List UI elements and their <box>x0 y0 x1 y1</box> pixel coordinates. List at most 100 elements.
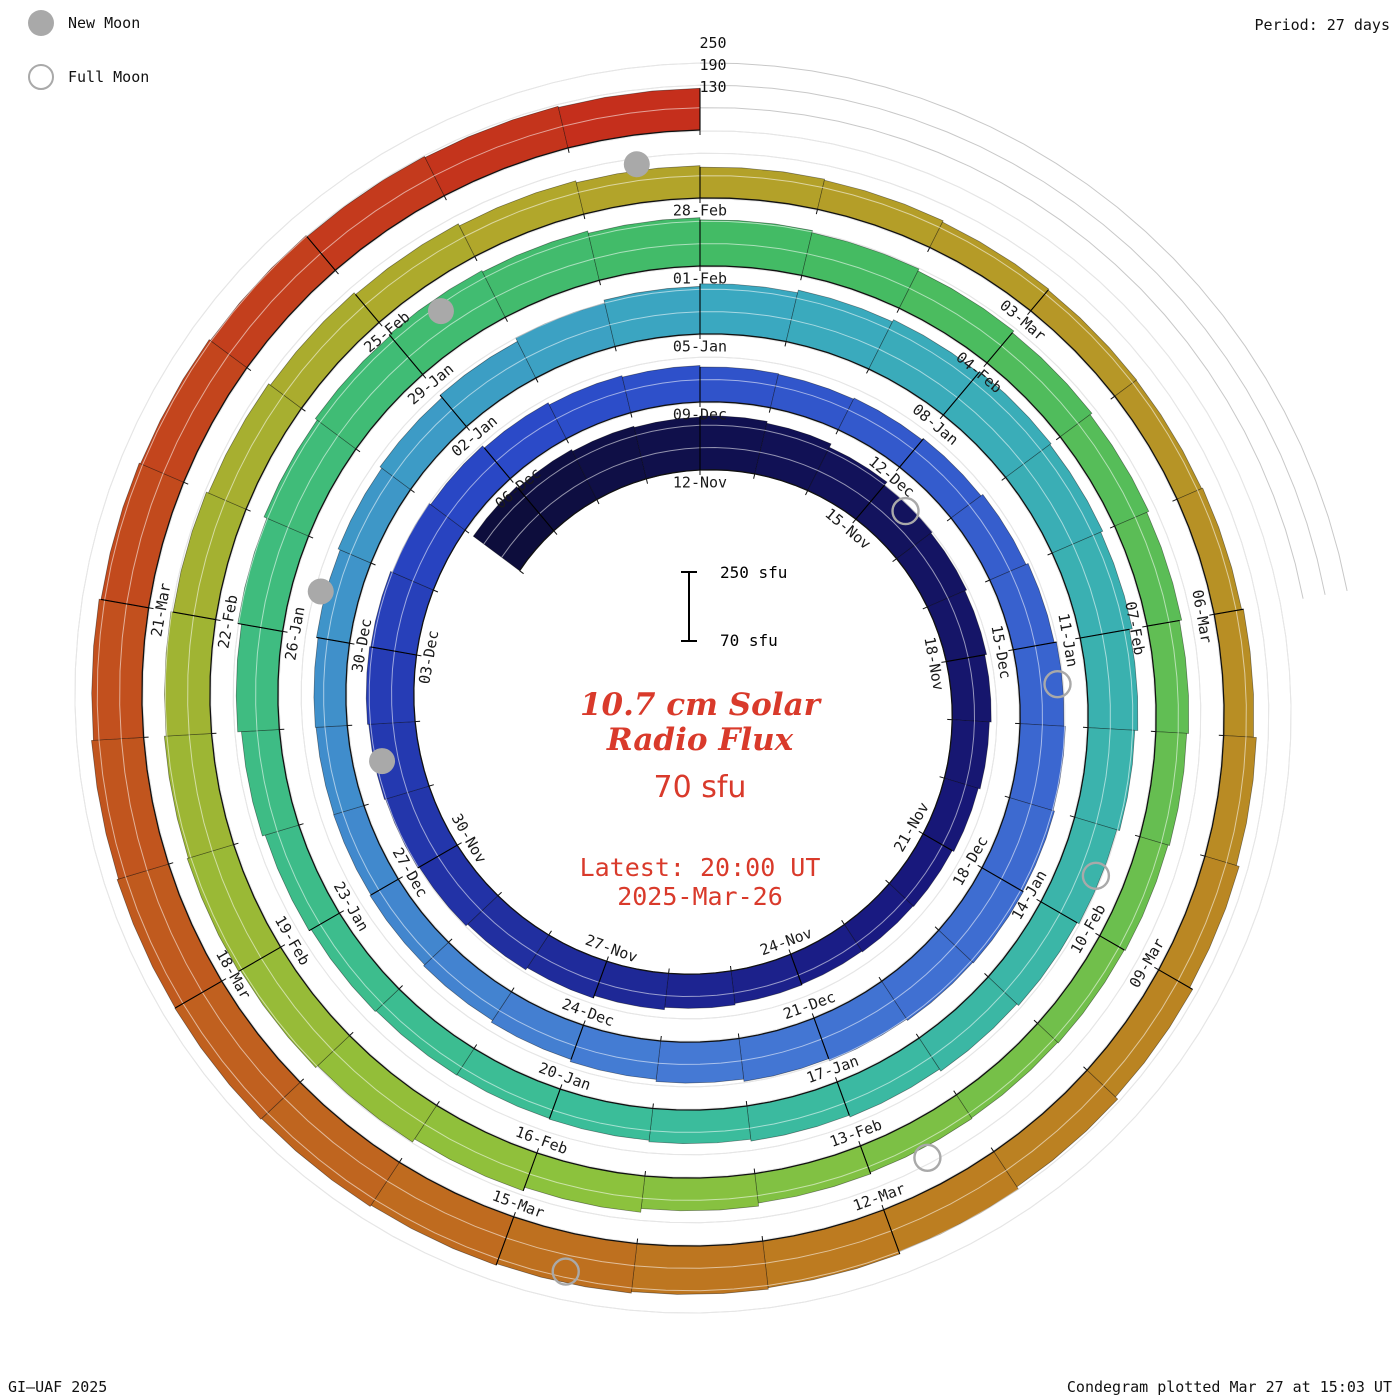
segment-divider <box>173 611 216 621</box>
day-tick <box>918 830 924 835</box>
day-tick <box>927 247 931 253</box>
segment-divider <box>859 1145 872 1175</box>
day-tick <box>1200 854 1206 857</box>
day-tick <box>349 1031 354 1036</box>
segment-divider <box>1080 628 1130 639</box>
day-tick <box>504 316 508 322</box>
day-tick <box>308 535 314 539</box>
day-tick <box>349 642 355 645</box>
day-tick <box>519 570 524 575</box>
flux-bar <box>648 1105 752 1144</box>
segment-divider <box>570 1025 584 1060</box>
flux-bar <box>730 953 803 1004</box>
day-tick <box>436 1101 440 1106</box>
day-tick <box>630 412 633 418</box>
day-tick <box>1001 477 1006 481</box>
flux-bar <box>1074 727 1136 832</box>
day-tick <box>881 1204 885 1210</box>
day-tick <box>753 473 756 479</box>
segment-divider <box>483 447 511 480</box>
day-tick <box>915 1033 920 1039</box>
segment-divider <box>1040 901 1078 924</box>
flux-bar <box>945 654 992 723</box>
day-tick <box>985 579 990 583</box>
segment-divider <box>883 1209 901 1255</box>
day-tick <box>606 956 609 962</box>
new-moon-marker <box>427 298 454 325</box>
new-moon-marker <box>369 748 396 775</box>
day-tick <box>416 654 422 657</box>
day-tick <box>1109 525 1115 529</box>
day-tick <box>245 508 251 512</box>
flux-bar <box>699 283 799 342</box>
day-tick <box>339 910 345 914</box>
segment-divider <box>548 1088 561 1119</box>
day-tick <box>1008 649 1014 652</box>
flux-bar <box>315 725 365 816</box>
flux-bar <box>593 960 669 1011</box>
period-label: Period: 27 days <box>1254 16 1390 34</box>
day-tick <box>433 589 439 593</box>
day-tick <box>737 1033 740 1039</box>
day-tick <box>939 414 944 420</box>
day-tick <box>1027 310 1032 316</box>
day-tick <box>513 1212 516 1218</box>
flux-bar <box>557 87 701 149</box>
segment-divider <box>517 487 555 532</box>
day-tick <box>168 862 174 865</box>
segment-divider <box>1099 935 1125 951</box>
flux-bar <box>164 611 216 737</box>
flux-bar <box>631 1240 769 1295</box>
day-tick <box>990 1147 995 1152</box>
day-tick <box>410 489 415 493</box>
day-tick <box>815 209 818 215</box>
day-tick <box>536 1148 540 1154</box>
baseline-spiral <box>141 129 1225 1247</box>
legend-new-moon-label: New Moon <box>68 14 141 32</box>
scalebar-min-label: 70 sfu <box>720 631 778 650</box>
day-tick <box>148 607 154 610</box>
day-tick <box>800 275 803 281</box>
day-tick <box>636 1238 639 1244</box>
date-label: 12-Nov <box>673 474 727 492</box>
segment-divider <box>922 833 953 852</box>
legend-full-moon: Full Moon <box>28 60 149 94</box>
day-tick <box>398 876 403 880</box>
day-tick <box>730 965 732 971</box>
day-tick <box>233 842 239 846</box>
segment-divider <box>981 867 1024 893</box>
flux-bar <box>548 1088 654 1141</box>
day-tick <box>464 529 470 534</box>
segment-divider <box>495 1216 515 1266</box>
date-label: 09-Dec <box>673 406 727 424</box>
day-tick <box>941 661 947 663</box>
day-tick <box>878 976 883 982</box>
day-tick <box>215 619 221 621</box>
radial-scale-label: 250 <box>699 34 726 52</box>
day-tick <box>582 1020 586 1026</box>
day-tick <box>768 407 771 413</box>
day-tick <box>1095 932 1101 937</box>
day-tick <box>509 478 514 483</box>
day-tick <box>645 478 648 484</box>
day-tick <box>535 377 539 383</box>
day-tick <box>841 920 845 925</box>
day-tick <box>497 891 502 896</box>
segment-divider <box>174 980 222 1009</box>
day-tick <box>510 987 515 993</box>
full-moon-marker <box>913 1143 942 1173</box>
segment-divider <box>439 394 467 427</box>
day-tick <box>811 1013 815 1019</box>
day-tick <box>922 606 928 610</box>
segment-divider <box>522 1152 538 1191</box>
scalebar <box>681 571 697 642</box>
segment-divider <box>100 598 149 609</box>
day-tick <box>422 374 427 379</box>
day-tick <box>1209 613 1215 616</box>
segment-divider <box>790 954 803 986</box>
segment-divider <box>370 878 399 896</box>
day-tick <box>1172 498 1178 502</box>
day-tick <box>298 823 304 826</box>
plotted-label: Condegram plotted Mar 27 at 15:03 UT <box>1066 1378 1392 1396</box>
